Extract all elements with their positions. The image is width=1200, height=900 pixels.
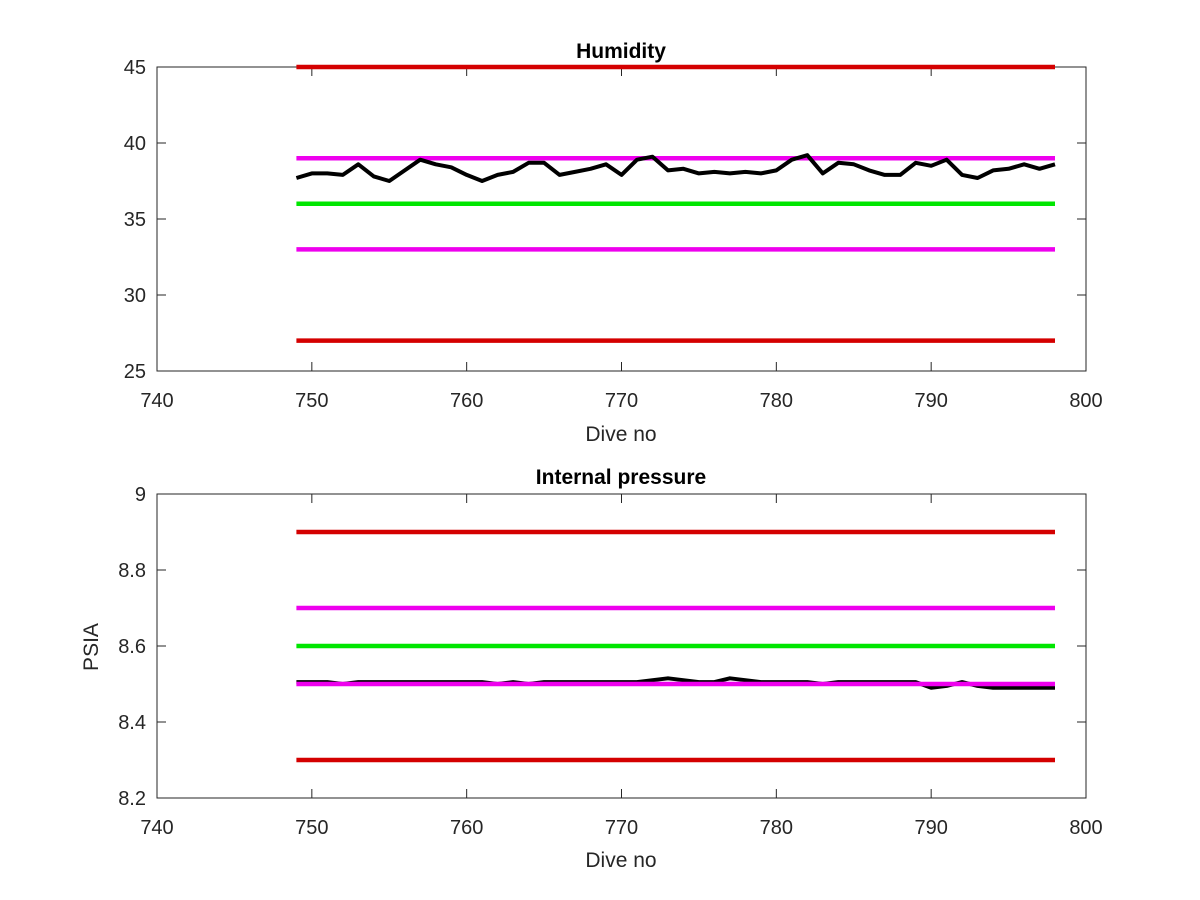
internal-pressure-x-tick-label: 800	[1069, 817, 1102, 839]
internal-pressure-x-axis-label: Dive no	[585, 849, 656, 872]
humidity-x-tick-label: 760	[450, 390, 483, 412]
internal-pressure-x-tick-label: 760	[450, 817, 483, 839]
internal-pressure-x-tick-label: 740	[140, 817, 173, 839]
internal-pressure-y-tick-label: 8.8	[118, 560, 146, 582]
internal-pressure-x-tick-label: 780	[760, 817, 793, 839]
humidity-x-tick-label: 800	[1069, 390, 1102, 412]
humidity-x-tick-label: 740	[140, 390, 173, 412]
internal-pressure-y-axis-label: PSIA	[80, 623, 103, 671]
humidity-x-tick-label: 790	[914, 390, 947, 412]
humidity-y-tick-label: 40	[124, 133, 146, 155]
humidity-x-tick-label: 770	[605, 390, 638, 412]
internal-pressure-chart-title: Internal pressure	[536, 466, 706, 489]
internal-pressure-x-tick-label: 790	[914, 817, 947, 839]
humidity-x-tick-label: 780	[760, 390, 793, 412]
humidity-y-tick-label: 35	[124, 209, 146, 231]
humidity-x-tick-label: 750	[295, 390, 328, 412]
internal-pressure-y-tick-label: 8.6	[118, 636, 146, 658]
internal-pressure-panel: Internal pressure Dive no PSIA 740 750 760…	[80, 466, 1103, 872]
internal-pressure-x-tick-label: 750	[295, 817, 328, 839]
humidity-x-axis-label: Dive no	[585, 423, 656, 446]
humidity-y-tick-label: 30	[124, 285, 146, 307]
humidity-y-tick-label: 25	[124, 361, 146, 383]
humidity-y-tick-label: 45	[124, 57, 146, 79]
internal-pressure-y-tick-label: 8.2	[118, 788, 146, 810]
internal-pressure-x-tick-label: 770	[605, 817, 638, 839]
humidity-chart-title: Humidity	[576, 40, 666, 63]
humidity-panel: Humidity Dive no 740 750 760 770 780 790 800 25…	[124, 40, 1103, 446]
internal-pressure-y-tick-label: 8.4	[118, 712, 146, 734]
humidity-measurement-line	[295, 153, 1056, 183]
internal-pressure-y-tick-label: 9	[135, 484, 146, 506]
